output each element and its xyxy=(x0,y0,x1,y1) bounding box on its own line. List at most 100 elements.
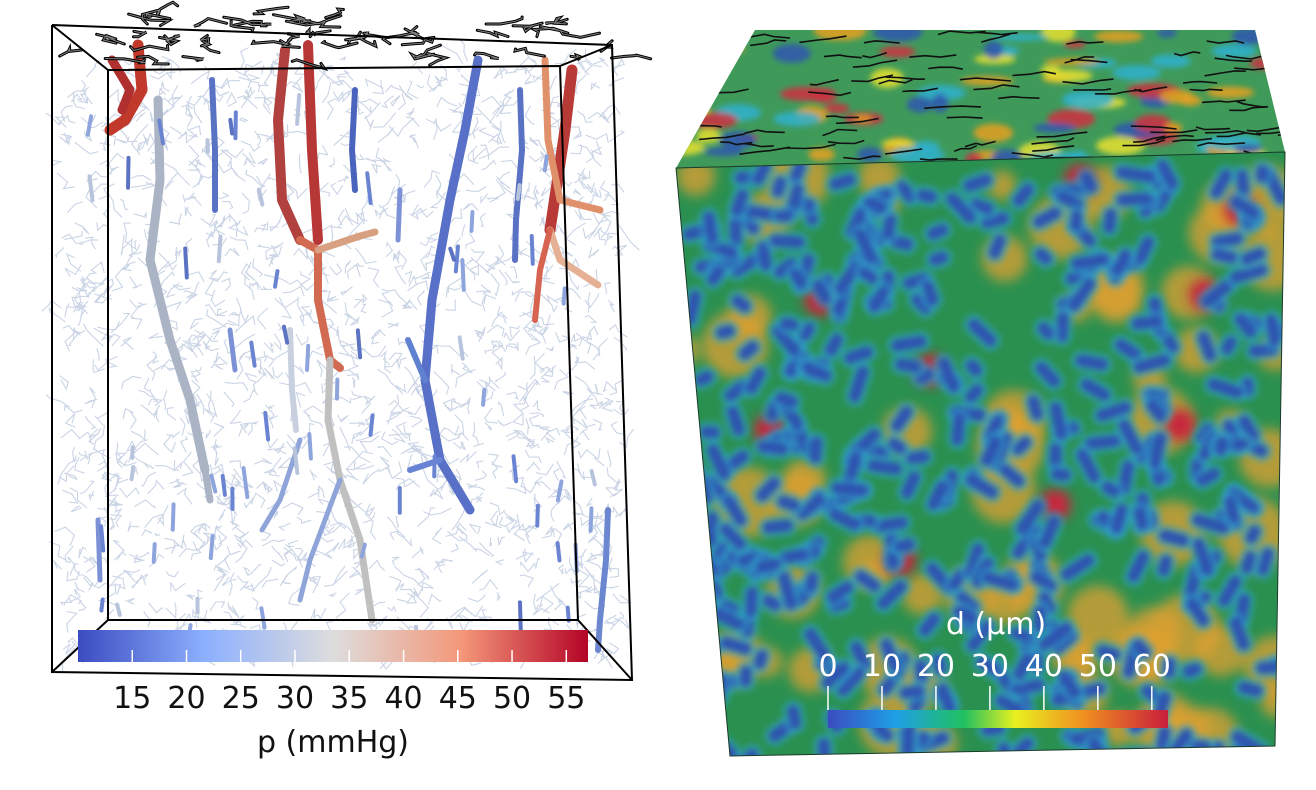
distance-tick-label: 60 xyxy=(1133,649,1171,684)
vessel-network-view: 15 20 25 30 35 40 45 50 55 p (mmHg) xyxy=(41,0,653,760)
vessel-stub xyxy=(365,171,373,206)
top-surface-patch xyxy=(906,96,933,113)
vessel-cross-section xyxy=(1256,547,1274,576)
vessel-cross-section xyxy=(789,160,807,184)
pressure-tick-label: 55 xyxy=(547,681,585,716)
distance-tick-label: 40 xyxy=(1025,649,1063,684)
vessel-cross-section xyxy=(1012,183,1034,207)
vessel-cross-section xyxy=(1207,378,1244,399)
vessel-cross-section xyxy=(739,665,753,688)
vessel-cross-section xyxy=(1050,468,1072,481)
vessel-cross-section xyxy=(1096,645,1121,661)
vessel-cross-section xyxy=(1188,739,1211,753)
vessel-cross-section xyxy=(745,367,766,395)
top-surface-patch xyxy=(873,30,923,42)
vessel-cross-section xyxy=(762,519,794,534)
vessel-stub xyxy=(151,542,157,564)
vessel-cross-section xyxy=(927,223,949,240)
vessel-cross-section xyxy=(706,266,725,286)
top-surface-patch xyxy=(684,56,702,76)
vessel-stub xyxy=(85,114,94,137)
vessel-cross-section xyxy=(1116,192,1153,207)
vessel-segment xyxy=(259,437,303,533)
vessel-segment xyxy=(201,466,214,504)
vessel-cross-section xyxy=(967,318,997,347)
vessel-stub xyxy=(448,246,457,262)
pressure-tick-label: 50 xyxy=(493,681,531,716)
vessel-cross-section xyxy=(766,399,782,421)
vessel-segment xyxy=(107,55,135,115)
vessel-halo xyxy=(682,481,710,512)
vessel-cross-section xyxy=(1245,525,1261,544)
vessel-cross-section xyxy=(891,335,927,352)
vessel-cross-section xyxy=(676,623,702,652)
vessel-stub xyxy=(259,606,267,630)
pressure-tick-label: 30 xyxy=(276,681,314,716)
vessel-cross-section xyxy=(821,661,850,689)
vessel-cross-section xyxy=(817,738,831,756)
vessel-stub xyxy=(305,343,311,372)
vessel-cross-section xyxy=(1234,313,1257,338)
vessel-segment xyxy=(420,55,483,515)
vessel-cross-section xyxy=(1012,679,1045,695)
cube-outline xyxy=(675,151,1286,757)
vessel-segment xyxy=(544,64,578,236)
vessel-halo xyxy=(676,618,695,645)
vessel-cross-section xyxy=(1049,401,1067,441)
vessel-cross-section xyxy=(1211,232,1244,248)
vessel-cross-section xyxy=(938,357,960,393)
vessel-cross-section xyxy=(867,459,902,475)
vessel-cross-section xyxy=(1033,605,1046,633)
vessel-cross-section xyxy=(1080,378,1111,401)
vessel-cross-section xyxy=(854,229,878,265)
vessel-cross-section xyxy=(964,543,985,579)
vessel-cross-section xyxy=(1111,249,1132,276)
vessel-segment xyxy=(145,95,210,475)
vessel-stub xyxy=(561,286,567,306)
vessel-cross-section xyxy=(1033,207,1062,228)
vessel-cross-section xyxy=(683,695,700,715)
vessel-cross-section xyxy=(936,683,956,715)
vessel-halo xyxy=(684,651,710,682)
vessel-cross-section xyxy=(1056,191,1084,211)
vessel-cross-section xyxy=(1039,515,1060,549)
top-surface-patch xyxy=(1159,89,1195,104)
vessel-cross-section xyxy=(730,189,749,217)
vessel-cross-section xyxy=(1132,639,1151,659)
vessel-cross-section xyxy=(843,451,862,487)
vessel-cross-section xyxy=(952,605,978,625)
capillary-paths xyxy=(41,37,640,672)
vessel-cross-section xyxy=(694,370,714,386)
vessel-cross-section xyxy=(927,480,948,511)
vessel-stub xyxy=(588,506,594,533)
vessel-cross-section xyxy=(1068,277,1096,312)
vessel-cross-section xyxy=(789,268,807,289)
vessel-cross-section xyxy=(966,620,994,652)
vessel-cross-section xyxy=(1186,597,1210,627)
vessel-stub xyxy=(368,413,375,437)
vessel-cross-section xyxy=(886,551,899,570)
vessel-cross-section xyxy=(1271,657,1285,681)
vessel-cross-section xyxy=(1230,195,1260,219)
vessel-segment xyxy=(546,226,602,289)
distance-colorbar-ticks: 0 10 20 30 40 50 60 xyxy=(818,649,1171,710)
vessel-cross-section xyxy=(726,405,745,436)
vessel-cross-section xyxy=(1080,171,1097,193)
vessel-stub xyxy=(209,473,218,494)
vessel-cross-section xyxy=(762,594,782,611)
vessel-stub xyxy=(529,233,535,266)
vessel-stub xyxy=(273,269,280,289)
vessel-cross-section xyxy=(981,212,1010,229)
vessel-stub xyxy=(241,466,250,500)
vessel-segment xyxy=(104,39,148,136)
vessel-cross-section xyxy=(719,523,747,551)
top-surface-patch xyxy=(881,139,916,147)
pressure-colorbar-title: p (mmHg) xyxy=(257,725,409,760)
vessel-cross-section xyxy=(1103,208,1117,234)
vessel-cross-section xyxy=(1076,448,1101,483)
top-surface-patch xyxy=(917,85,966,101)
vessel-stub xyxy=(129,464,136,482)
vessel-segment xyxy=(532,227,553,323)
vessel-cross-section xyxy=(744,586,758,617)
vessel-stub xyxy=(87,174,95,203)
